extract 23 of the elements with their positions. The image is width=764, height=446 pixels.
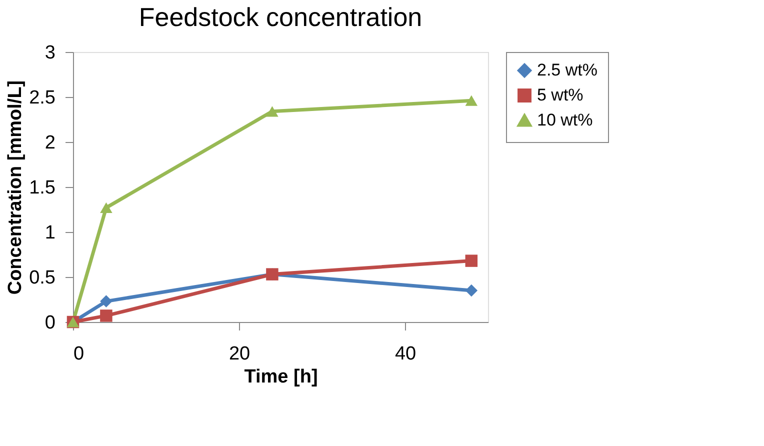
y-tick-label: 2.5 — [29, 88, 56, 108]
x-axis-title: Time [h] — [244, 366, 318, 388]
y-tick-label: 2 — [44, 132, 56, 154]
point — [100, 202, 112, 214]
legend-label: 5 wt% — [537, 86, 584, 104]
x-tick-label: 40 — [394, 344, 416, 364]
legend-label: 2.5 wt% — [537, 60, 598, 80]
y-tick-label: 3 — [44, 42, 56, 64]
x-tick-label: 0 — [74, 344, 84, 364]
x-tick-label: 20 — [228, 344, 250, 364]
point — [266, 106, 278, 117]
chart-title: Feedstock concentration — [138, 2, 422, 32]
y-axis-title: Concentration [mmol/L] — [5, 80, 26, 295]
point — [465, 284, 478, 297]
y-tick-label: 1.5 — [29, 178, 56, 198]
y-tick-label: 0.5 — [29, 268, 56, 288]
legend-label: 10 wt% — [537, 110, 593, 130]
point — [465, 254, 478, 267]
y-tick-label: 0 — [44, 312, 56, 334]
y-tick-label: 1 — [44, 222, 56, 244]
point — [100, 295, 112, 308]
point — [465, 95, 478, 106]
point — [100, 310, 112, 322]
